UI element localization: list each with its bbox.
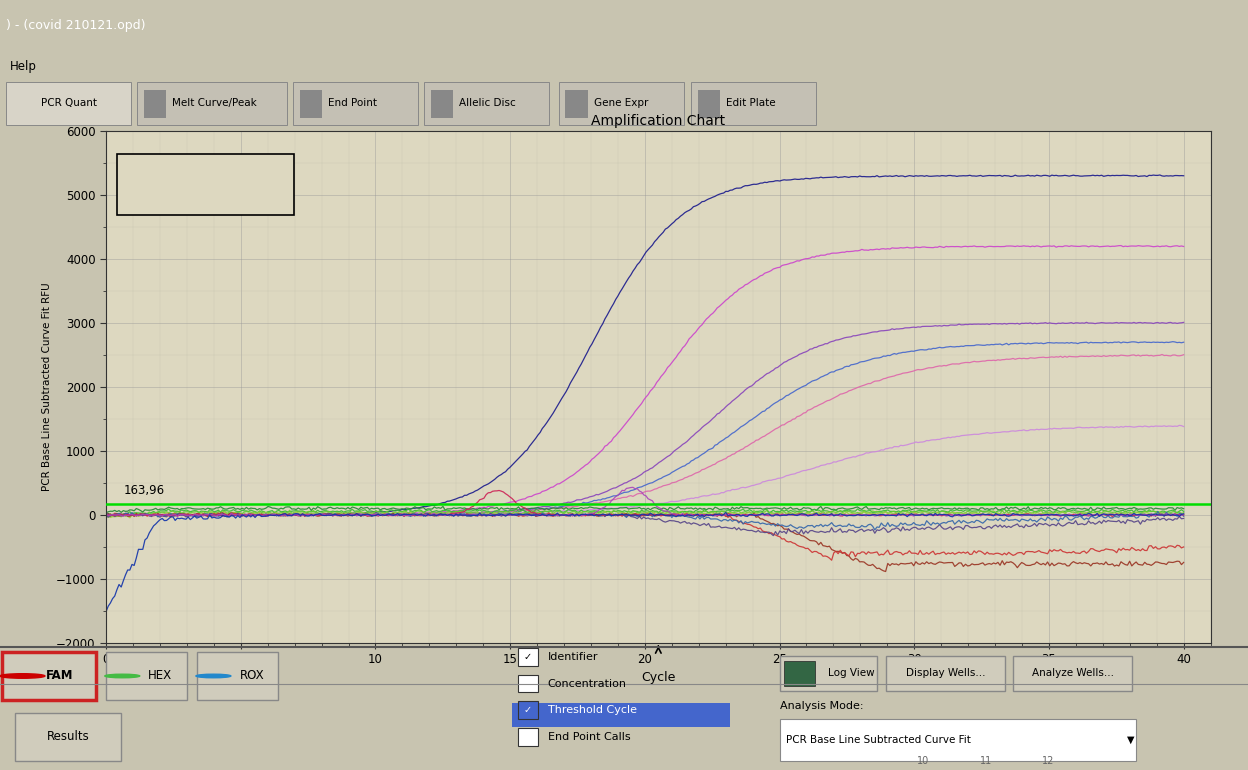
Text: Melt Curve/Peak: Melt Curve/Peak [172, 98, 257, 108]
Text: Log View: Log View [827, 668, 875, 678]
Bar [293, 82, 418, 125]
Circle shape [105, 675, 140, 678]
Y-axis label: PCR Base Line Subtracted Curve Fit RFU: PCR Base Line Subtracted Curve Fit RFU [42, 283, 52, 491]
Text: Help: Help [10, 61, 37, 73]
Bar [137, 82, 287, 125]
Bar [1013, 656, 1132, 691]
Text: ROX: ROX [240, 669, 265, 682]
Text: Edit Plate: Edit Plate [726, 98, 776, 108]
Text: Allelic Disc: Allelic Disc [459, 98, 515, 108]
Bar [780, 656, 877, 691]
Bar [117, 154, 293, 216]
Bar [565, 90, 588, 118]
Text: ✓: ✓ [524, 652, 532, 662]
Bar [15, 713, 121, 761]
Circle shape [196, 675, 231, 678]
Circle shape [0, 674, 45, 678]
Text: PCR Base Line Subtracted Curve Fit: PCR Base Line Subtracted Curve Fit [786, 735, 971, 745]
Text: ▼: ▼ [1127, 735, 1134, 745]
Text: End Point: End Point [328, 98, 377, 108]
Text: Gene Expr: Gene Expr [594, 98, 649, 108]
Text: ✓: ✓ [524, 705, 532, 715]
Bar [559, 82, 684, 125]
Text: Analyze Wells...: Analyze Wells... [1032, 668, 1113, 678]
Text: Display Wells...: Display Wells... [906, 668, 985, 678]
Text: ) - (covid 210121.opd): ) - (covid 210121.opd) [6, 18, 146, 32]
Bar [691, 82, 816, 125]
Text: 12: 12 [1042, 756, 1055, 766]
Bar [197, 652, 278, 700]
Text: 10: 10 [917, 756, 930, 766]
Bar [144, 90, 166, 118]
Title: Amplification Chart: Amplification Chart [592, 114, 725, 129]
Text: Identifier: Identifier [548, 652, 598, 662]
Bar [424, 82, 549, 125]
Text: HEX: HEX [147, 669, 172, 682]
Text: Analysis Mode:: Analysis Mode: [780, 701, 864, 711]
Bar [106, 652, 187, 700]
Bar [780, 719, 1136, 761]
Text: Results: Results [47, 731, 90, 744]
Bar [518, 728, 538, 746]
Bar [300, 90, 322, 118]
Bar [2, 652, 96, 700]
Bar [518, 648, 538, 666]
Bar [886, 656, 1005, 691]
Text: Concentration: Concentration [548, 678, 626, 688]
X-axis label: Cycle: Cycle [641, 671, 675, 684]
Text: PCR Quant: PCR Quant [41, 98, 96, 108]
Text: End Point Calls: End Point Calls [548, 732, 630, 742]
Bar [784, 661, 815, 686]
Text: 11: 11 [980, 756, 992, 766]
Bar [698, 90, 720, 118]
Text: FAM: FAM [46, 669, 74, 682]
Bar [512, 703, 730, 727]
Bar [431, 90, 453, 118]
Bar [518, 701, 538, 719]
Text: Threshold Cycle: Threshold Cycle [548, 705, 636, 715]
Bar [6, 82, 131, 125]
Text: 163,96: 163,96 [124, 484, 165, 497]
Bar [518, 675, 538, 692]
